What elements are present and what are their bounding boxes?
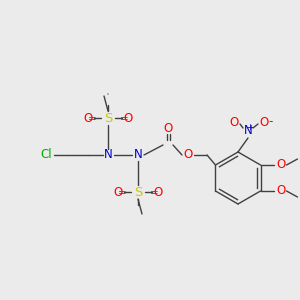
Text: O: O (276, 158, 285, 172)
Text: =: = (88, 114, 96, 124)
Text: O: O (260, 116, 268, 128)
Text: +: + (247, 122, 254, 131)
Text: -: - (269, 116, 273, 128)
Text: N: N (244, 124, 252, 136)
Text: O: O (153, 185, 163, 199)
Text: Cl: Cl (40, 148, 52, 161)
Text: O: O (164, 122, 172, 134)
Text: =: = (118, 188, 126, 198)
Text: O: O (183, 148, 193, 161)
Text: N: N (134, 148, 142, 161)
Text: O: O (113, 185, 123, 199)
Text: S: S (134, 185, 142, 199)
Text: N: N (103, 148, 112, 161)
Text: S: S (104, 112, 112, 124)
Text: O: O (276, 184, 285, 197)
Text: O: O (230, 116, 238, 128)
Text: =: = (120, 114, 128, 124)
Text: =: = (150, 188, 158, 198)
Text: O: O (83, 112, 93, 124)
Text: O: O (123, 112, 133, 124)
